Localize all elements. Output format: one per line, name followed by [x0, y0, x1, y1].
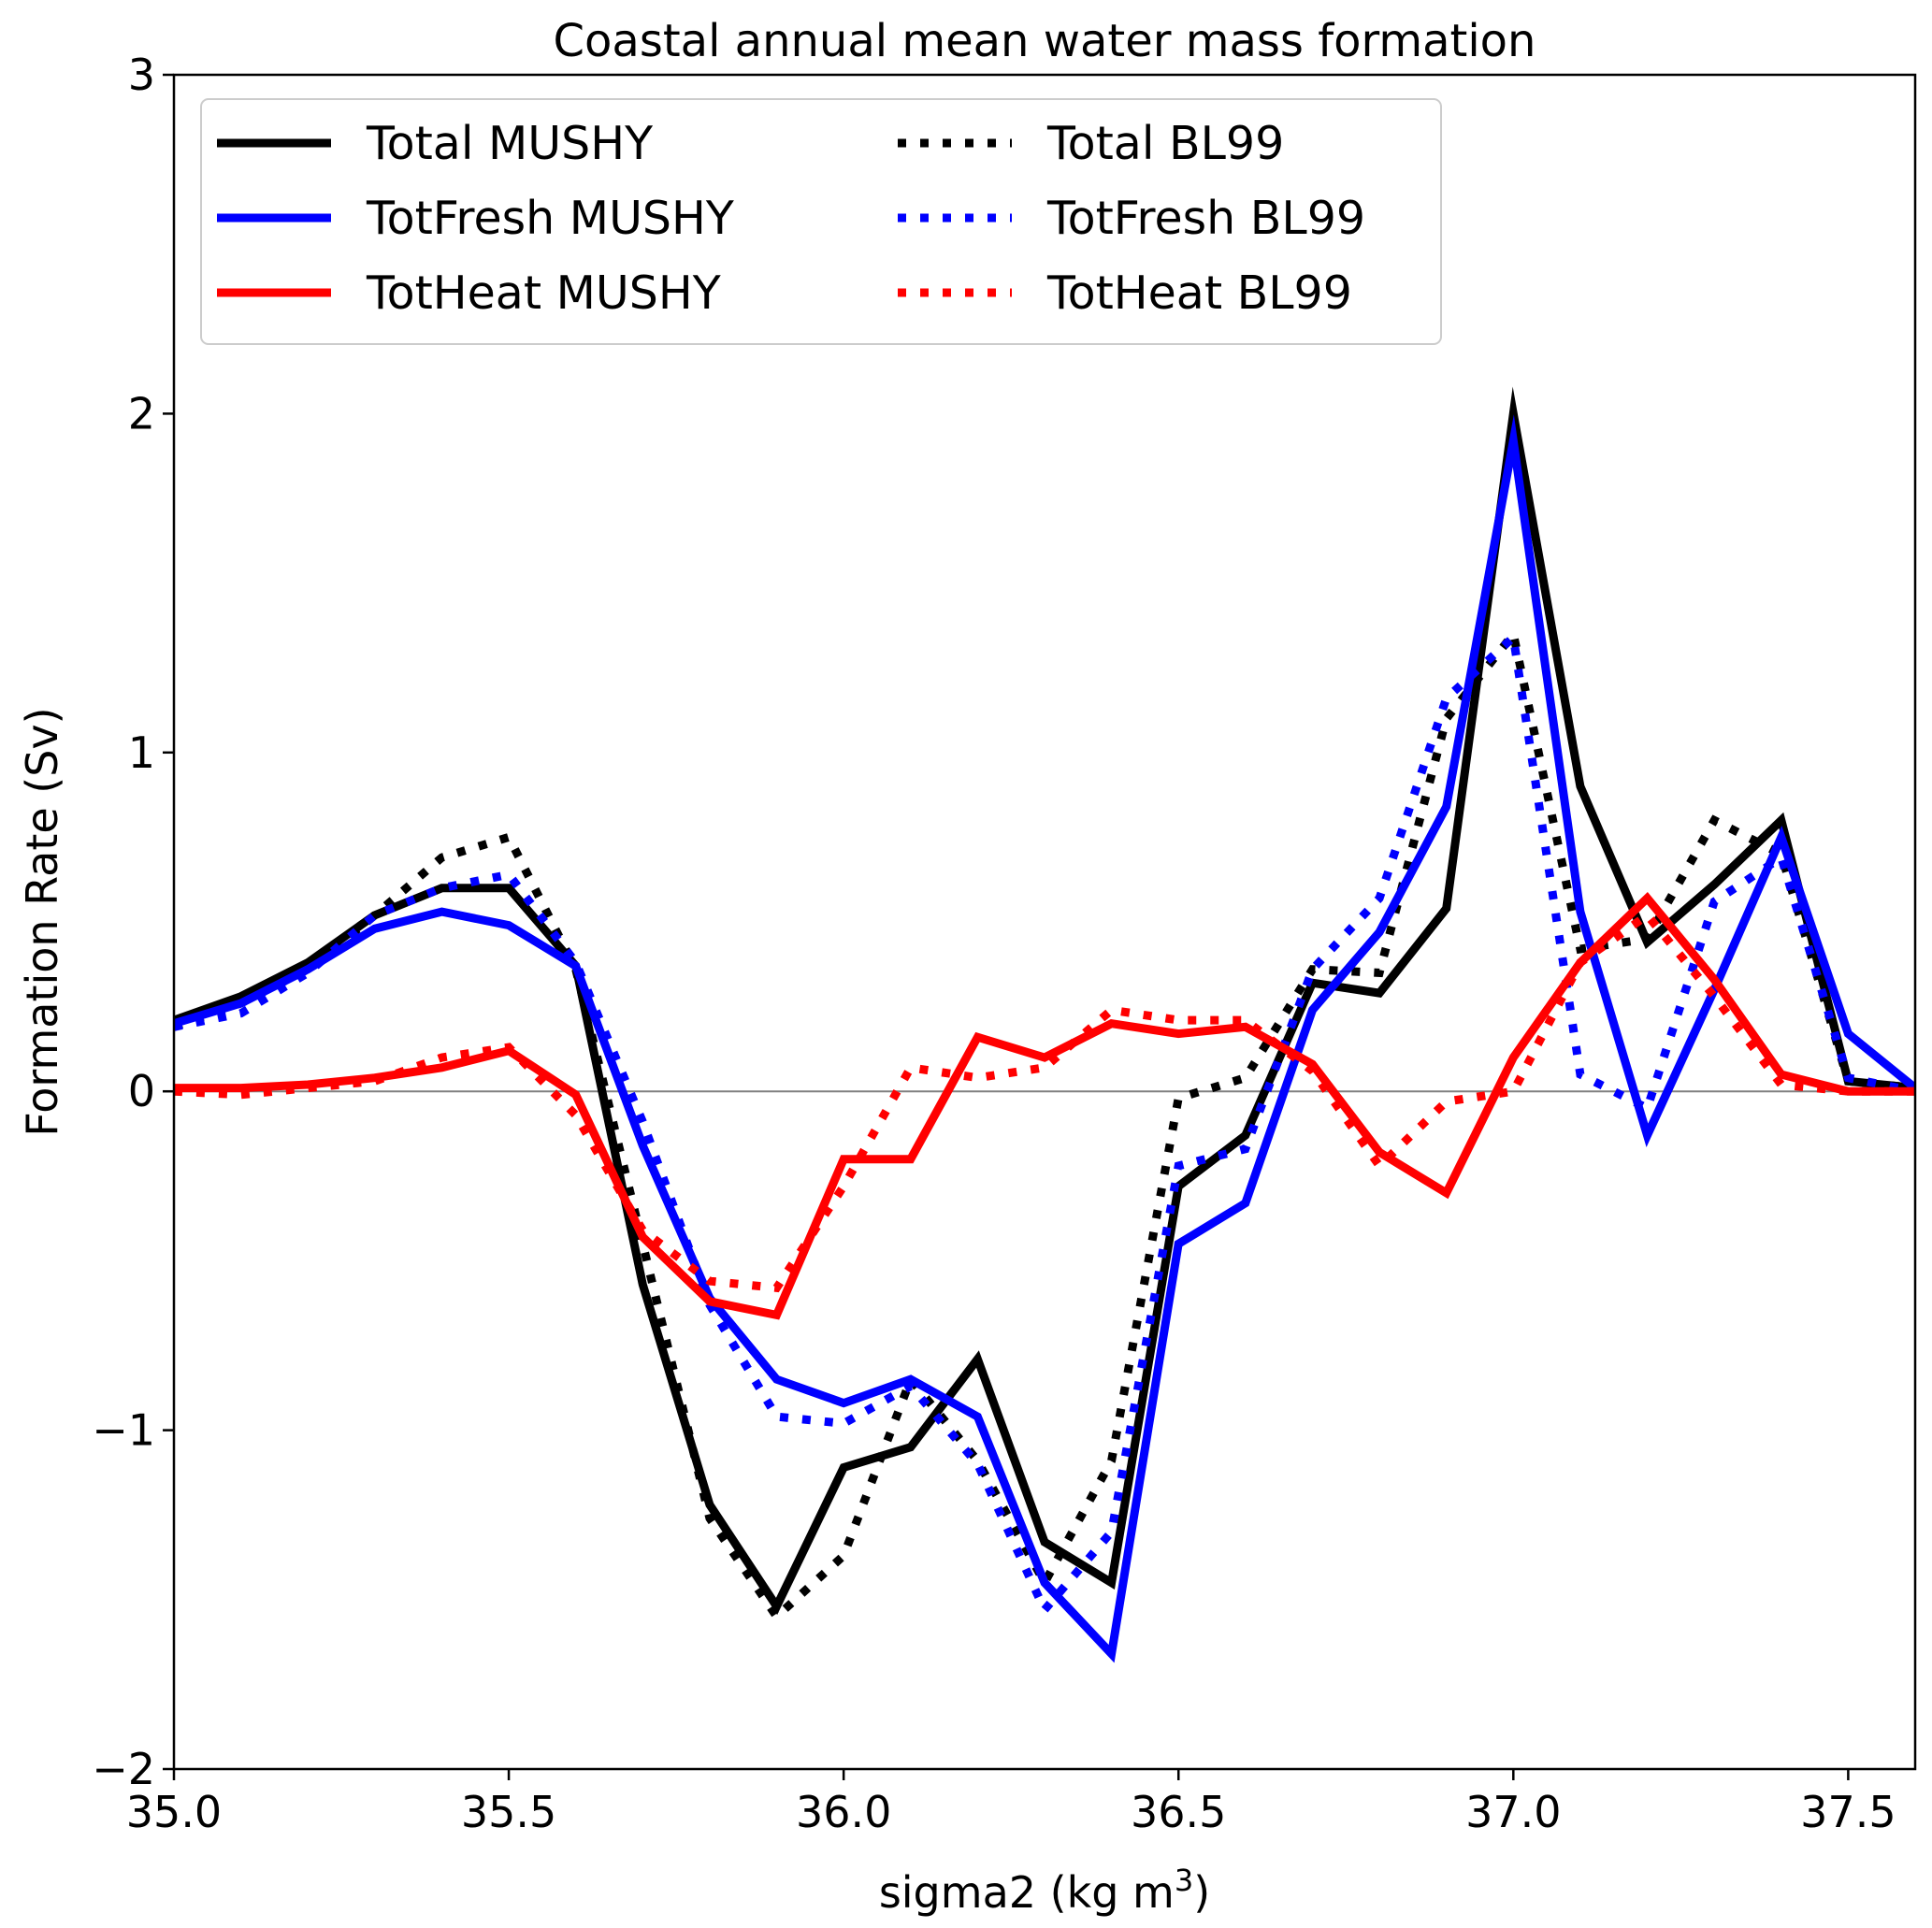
series-line-total-bl99 [174, 624, 1915, 1623]
x-tick-label: 36.5 [1131, 1787, 1226, 1837]
legend-box [200, 98, 1442, 345]
y-tick-label: 0 [128, 1066, 155, 1116]
series-group [174, 386, 1915, 1663]
series-line-totheat-bl99 [174, 909, 1915, 1293]
x-axis-label-superscript: 3 [1175, 1863, 1193, 1898]
legend-label-totfresh-mushy: TotFresh MUSHY [366, 192, 735, 245]
legend-label-totheat-bl99: TotHeat BL99 [1046, 266, 1352, 320]
series-line-totheat-mushy [174, 891, 1915, 1320]
legend-label-totheat-mushy: TotHeat MUSHY [366, 266, 722, 320]
legend: Total MUSHY TotFresh MUSHY TotHeat MUSHY To… [200, 98, 1442, 345]
y-tick-label: 1 [128, 727, 155, 778]
y-axis-label: Formation Rate (Sv) [17, 707, 67, 1136]
chart-title: Coastal annual mean water mass formation [554, 15, 1536, 67]
axes-frame [172, 73, 1917, 1771]
plot-area: 35.0 35.5 36.0 36.5 37.0 37.5 −2 −1 0 1 2 3 [92, 50, 1917, 1837]
x-tick-label: 35.5 [461, 1787, 556, 1837]
y-tick-label: 2 [128, 388, 155, 439]
series-line-totfresh-mushy [174, 414, 1915, 1663]
x-axis-label: sigma2 (kg m3) [879, 1863, 1210, 1918]
x-tick-label: 36.0 [796, 1787, 891, 1837]
legend-label-totfresh-bl99: TotFresh BL99 [1046, 192, 1365, 245]
x-axis-label-main: sigma2 (kg m [879, 1867, 1175, 1918]
series-line-total-mushy [174, 386, 1915, 1616]
x-tick-label: 37.0 [1465, 1787, 1561, 1837]
x-axis-label-close: ) [1193, 1867, 1210, 1918]
y-tick-label: −2 [92, 1744, 155, 1794]
legend-label-total-bl99: Total BL99 [1046, 117, 1284, 170]
x-tick-label: 37.5 [1800, 1787, 1896, 1837]
legend-label-total-mushy: Total MUSHY [366, 117, 654, 170]
x-tick-label: 35.0 [126, 1787, 222, 1837]
y-tick-label: −1 [92, 1405, 155, 1456]
y-tick-label: 3 [128, 50, 155, 100]
